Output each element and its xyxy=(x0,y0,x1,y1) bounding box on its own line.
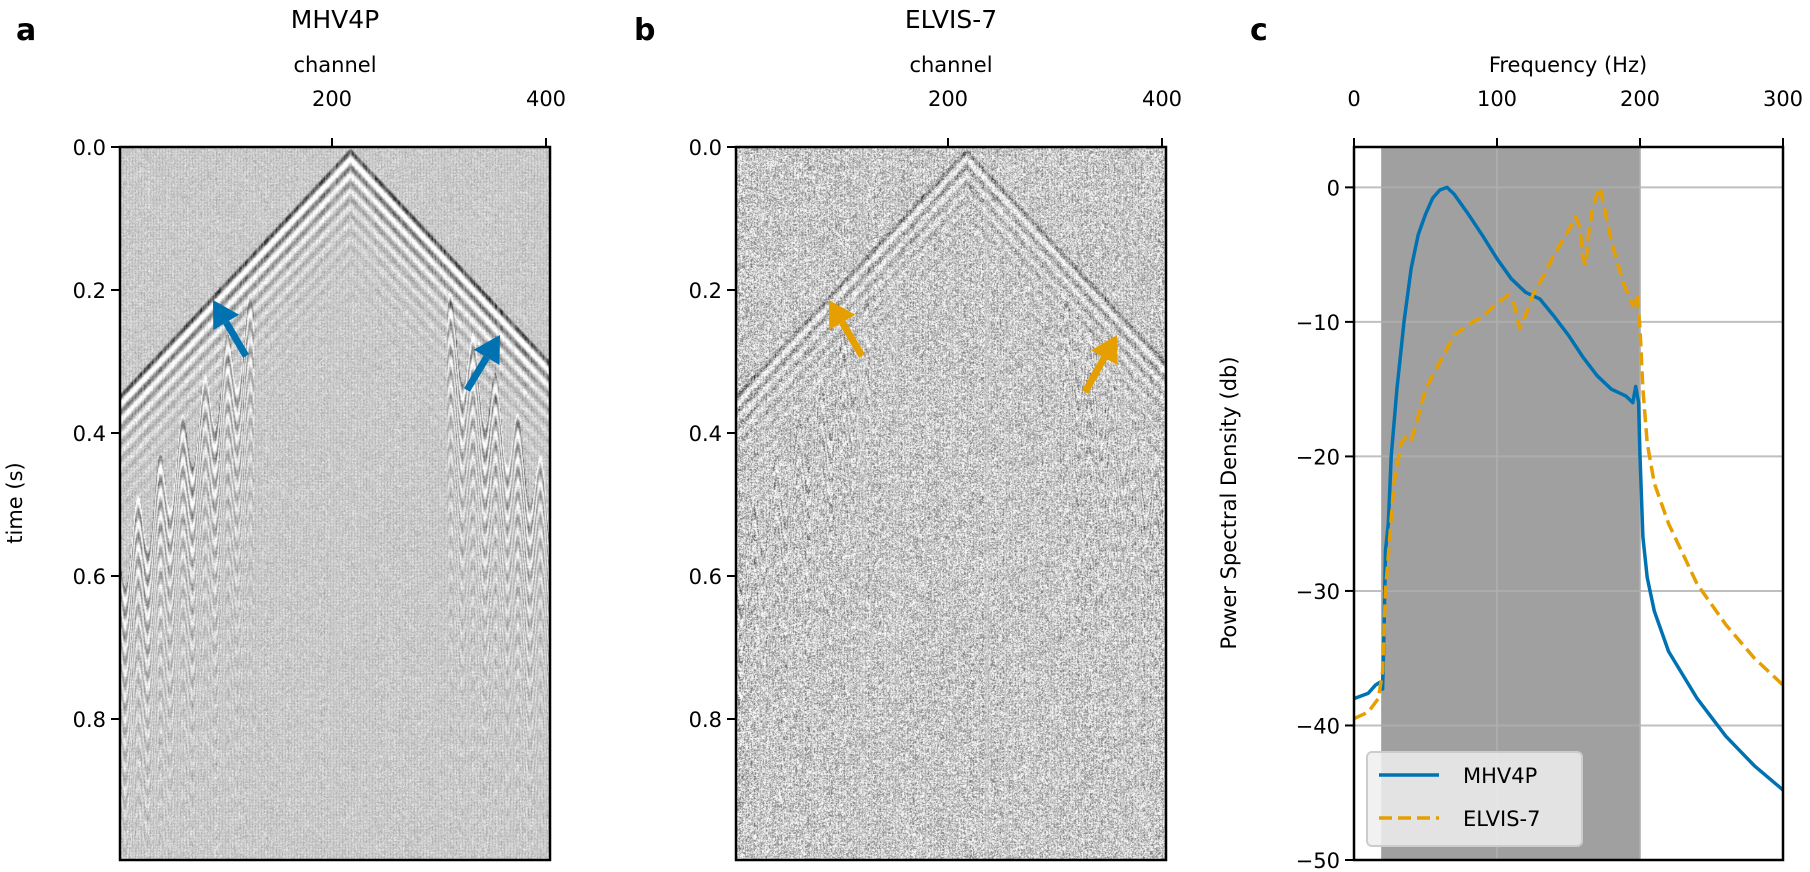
series-line-elvis-7 xyxy=(1353,185,1785,721)
arrow-head xyxy=(829,300,856,331)
panel-b-xtick-label: 400 xyxy=(1142,87,1182,111)
legend-label: ELVIS-7 xyxy=(1463,807,1541,831)
panel-c-ytick-label: −50 xyxy=(1296,849,1340,872)
shaded-band xyxy=(1381,147,1640,860)
panel-c-xtick-label: 0 xyxy=(1347,87,1360,111)
arrow-left-mhv4p xyxy=(213,300,250,358)
panel-a-ytick-label: 0.8 xyxy=(73,708,106,732)
panel-b-title: ELVIS-7 xyxy=(905,5,997,34)
seismic-image-mhv4p xyxy=(120,147,550,860)
panel-c-ytick-label: −30 xyxy=(1296,580,1340,604)
panel-b-ytick-label: 0.0 xyxy=(689,136,722,160)
arrow-shaft xyxy=(839,320,866,358)
panel-b-ytick-label: 0.8 xyxy=(689,708,722,732)
panel-c-ytick-label: −10 xyxy=(1296,311,1340,335)
arrow-right-mhv4p xyxy=(463,335,500,392)
panel-a-title: MHV4P xyxy=(291,5,379,34)
panel-letter-b: b xyxy=(634,13,655,48)
panel-letter-a: a xyxy=(16,13,36,48)
panel-c-ytick-label: 0 xyxy=(1327,176,1340,200)
panel-b-ytick-label: 0.4 xyxy=(689,422,722,446)
arrow-shaft xyxy=(463,355,490,392)
panel-a-ytick-label: 0.6 xyxy=(73,565,106,589)
panel-a-ytick-label: 0.4 xyxy=(73,422,106,446)
panel-c-xtick-label: 300 xyxy=(1763,87,1803,111)
legend-label: MHV4P xyxy=(1463,764,1537,788)
panel-b-xtick-label: 200 xyxy=(928,87,968,111)
panel-b-xlabel: channel xyxy=(909,53,992,77)
panel-a-ylabel: time (s) xyxy=(3,462,27,543)
arrow-shaft xyxy=(223,320,250,358)
series-line-mhv4p xyxy=(1353,185,1785,792)
legend: MHV4P ELVIS-7 xyxy=(1366,751,1583,847)
panel-b-frame xyxy=(734,145,1168,862)
arrow-shaft xyxy=(1081,355,1108,394)
panel-a-ytick-label: 0.2 xyxy=(73,279,106,303)
panel-c-xtick-label: 100 xyxy=(1477,87,1517,111)
panel-a-xtick-label: 200 xyxy=(312,87,352,111)
arrow-head xyxy=(1091,335,1118,366)
panel-c-xtick-label: 200 xyxy=(1620,87,1660,111)
panel-c-frame xyxy=(1352,145,1785,862)
panel-b-ytick-label: 0.6 xyxy=(689,565,722,589)
panel-c-ylabel: Power Spectral Density (db) xyxy=(1217,356,1241,649)
arrow-left-elvis7 xyxy=(829,300,866,358)
panel-c-xlabel: Frequency (Hz) xyxy=(1489,53,1647,77)
panel-a-xtick-label: 400 xyxy=(526,87,566,111)
panel-c-ytick-label: −40 xyxy=(1296,714,1340,738)
panel-a-ytick-label: 0.0 xyxy=(73,136,106,160)
arrow-head xyxy=(213,300,240,331)
panel-c-ytick-label: −20 xyxy=(1296,445,1340,469)
arrow-head xyxy=(473,335,500,366)
panel-letter-c: c xyxy=(1250,13,1268,48)
panel-a-xlabel: channel xyxy=(293,53,376,77)
panel-b-ytick-label: 0.2 xyxy=(689,279,722,303)
arrow-right-elvis7 xyxy=(1081,335,1118,394)
panel-a-frame xyxy=(118,145,552,862)
seismic-image-elvis7 xyxy=(736,147,1166,860)
